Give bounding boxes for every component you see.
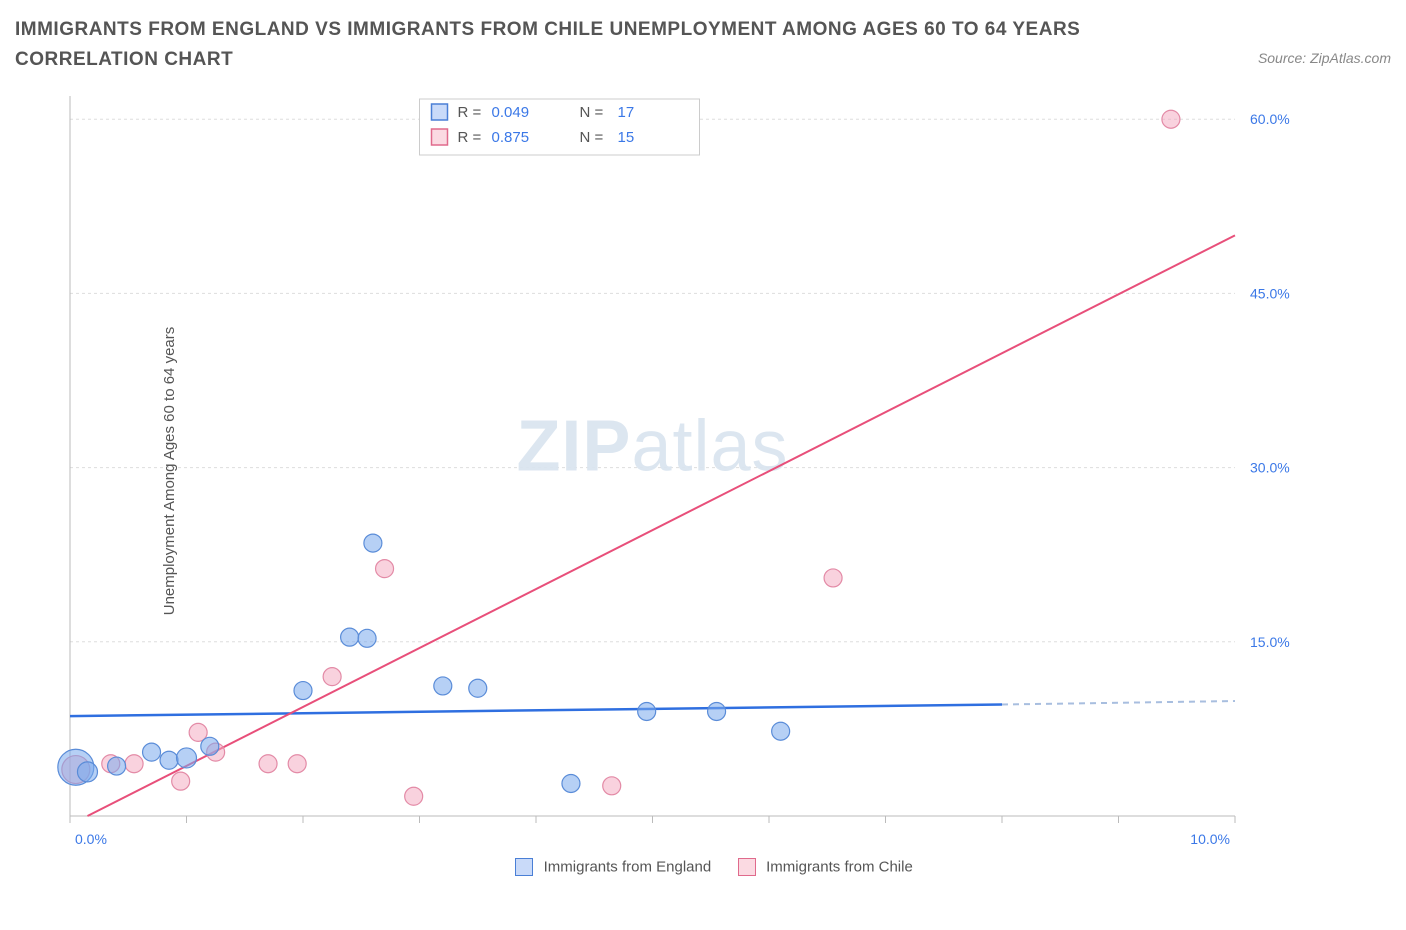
point-england — [160, 751, 178, 769]
svg-text:45.0%: 45.0% — [1250, 285, 1290, 301]
point-chile — [405, 787, 423, 805]
bottom-legend: Immigrants from England Immigrants from … — [15, 858, 1391, 876]
point-chile — [824, 569, 842, 587]
point-chile — [125, 755, 143, 773]
point-england — [294, 681, 312, 699]
point-chile — [376, 559, 394, 577]
svg-text:N =: N = — [580, 129, 604, 146]
legend-swatch-england — [515, 858, 533, 876]
point-chile — [1162, 110, 1180, 128]
svg-text:17: 17 — [618, 104, 635, 121]
svg-text:N =: N = — [580, 104, 604, 121]
point-chile — [323, 667, 341, 685]
point-england — [341, 628, 359, 646]
svg-text:0.0%: 0.0% — [75, 831, 107, 847]
point-england — [177, 748, 197, 768]
point-england — [562, 774, 580, 792]
svg-text:0.049: 0.049 — [492, 104, 530, 121]
point-chile — [259, 755, 277, 773]
svg-text:60.0%: 60.0% — [1250, 111, 1290, 127]
point-england — [364, 534, 382, 552]
point-england — [77, 762, 97, 782]
svg-text:0.875: 0.875 — [492, 129, 530, 146]
source-label: Source: ZipAtlas.com — [1258, 50, 1391, 66]
point-england — [358, 629, 376, 647]
svg-text:ZIPatlas: ZIPatlas — [516, 406, 788, 486]
point-england — [708, 702, 726, 720]
header: IMMIGRANTS FROM ENGLAND VS IMMIGRANTS FR… — [15, 15, 1391, 76]
svg-text:15.0%: 15.0% — [1250, 634, 1290, 650]
point-chile — [288, 755, 306, 773]
point-england — [638, 702, 656, 720]
point-chile — [172, 772, 190, 790]
svg-text:30.0%: 30.0% — [1250, 459, 1290, 475]
point-england — [434, 677, 452, 695]
point-england — [108, 757, 126, 775]
point-chile — [603, 777, 621, 795]
point-england — [469, 679, 487, 697]
scatter-chart: ZIPatlas 0.0% 10.0% 15.0% 30.0% 45.0% 60.0% R =… — [15, 86, 1325, 856]
y-axis-label: Unemployment Among Ages 60 to 64 years — [161, 327, 178, 616]
svg-text:R =: R = — [458, 129, 482, 146]
svg-text:10.0%: 10.0% — [1190, 831, 1230, 847]
chart-area: Unemployment Among Ages 60 to 64 years Z… — [15, 86, 1391, 856]
point-england — [201, 737, 219, 755]
legend-swatch-chile — [738, 858, 756, 876]
svg-text:15: 15 — [618, 129, 635, 146]
point-england — [772, 722, 790, 740]
legend-label-chile: Immigrants from Chile — [766, 858, 913, 875]
chart-title: IMMIGRANTS FROM ENGLAND VS IMMIGRANTS FR… — [15, 15, 1115, 76]
svg-text:R =: R = — [458, 104, 482, 121]
point-england — [143, 743, 161, 761]
legend-label-england: Immigrants from England — [544, 858, 712, 875]
